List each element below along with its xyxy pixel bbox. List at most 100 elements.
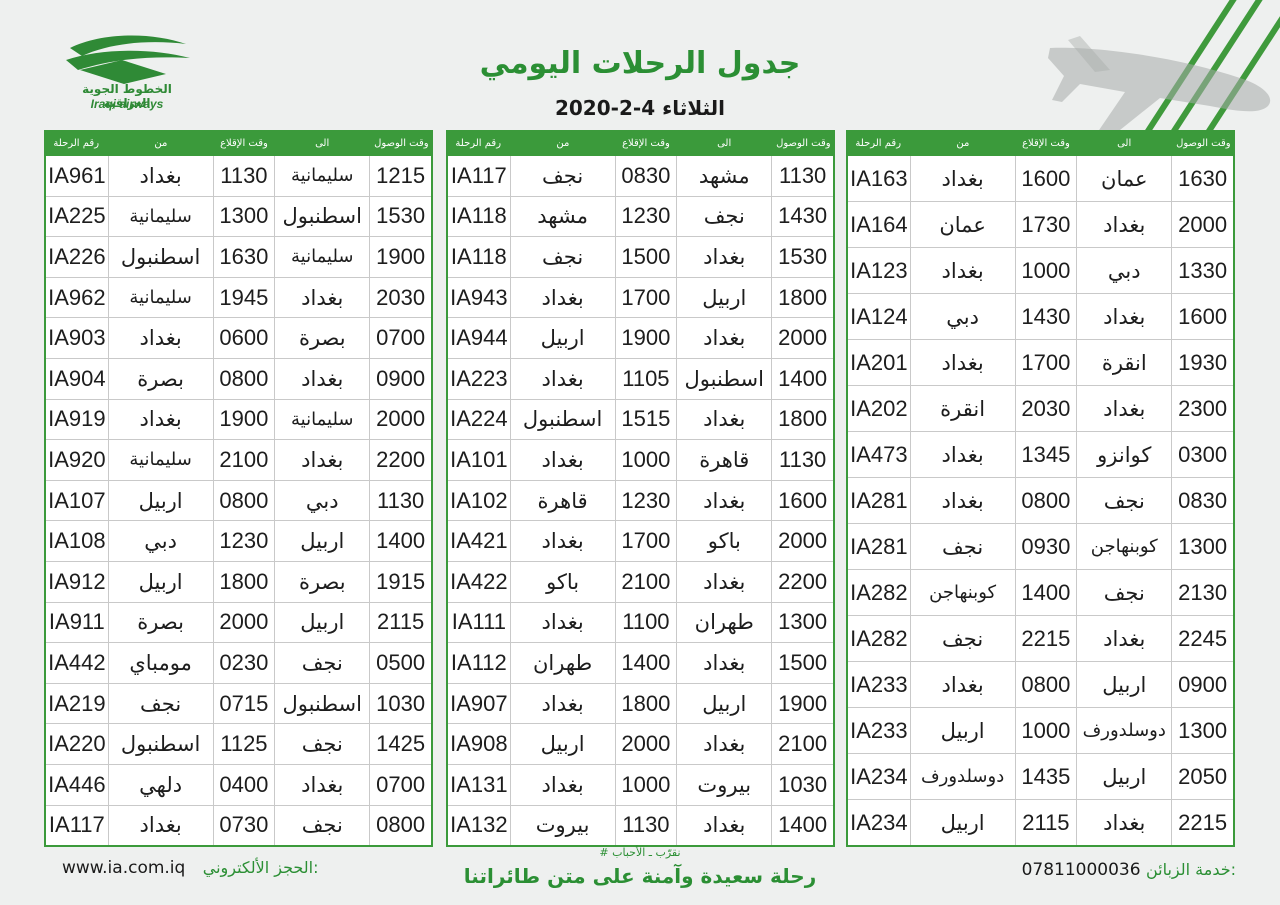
departure-time-cell: 1100 [614,602,677,643]
origin-cell: اسطنبول [509,399,615,440]
departure-time-cell: 0800 [1014,478,1077,523]
origin-cell: دوسلدورف [909,754,1015,799]
column-header-destination: الى [717,137,732,149]
service-phone[interactable]: 07811000036 [1021,860,1141,880]
arrival-time-cell: 2200 [771,561,833,602]
origin-cell: بغداد [909,432,1015,477]
departure-time-cell: 1900 [212,399,275,440]
table-row: 2300 بغداد 2030 انقرة IA202 [848,385,1233,431]
origin-cell: بغداد [107,805,213,846]
table-row: 1300 كوبنهاجن 0930 نجف IA281 [848,523,1233,569]
arrival-time-cell: 1630 [1171,156,1233,201]
flight-number-cell: IA132 [450,812,508,838]
destination-cell: بغداد [1076,616,1171,661]
origin-cell: سليمانية [107,277,213,318]
table-body: 1630 عمان 1600 بغداد IA163 2000 بغداد 1730 عمان I… [846,156,1235,847]
destination-cell: اربيل [676,683,771,724]
destination-cell: دوسلدورف [1076,708,1171,753]
table-header: وقت الوصول الى وقت الإقلاع من رقم الرحلة [846,130,1235,156]
table-row: 1215 سليمانية 1130 بغداد IA961 [46,156,431,196]
flight-number-cell: IA907 [450,690,508,716]
departure-time-cell: 1230 [212,521,275,561]
destination-cell: اربيل [1076,754,1171,799]
destination-cell: اربيل [1076,662,1171,707]
iraqi-airways-logo [66,35,190,84]
destination-cell: باكو [676,521,771,561]
destination-cell: سليمانية [274,237,369,277]
destination-cell: اسطنبول [676,358,771,399]
destination-cell: دبي [274,480,369,521]
origin-cell: بغداد [509,358,615,399]
origin-cell: اربيل [909,800,1015,845]
arrival-time-cell: 2200 [369,440,431,480]
destination-cell: بغداد [676,561,771,602]
arrival-time-cell: 1425 [369,724,431,764]
arrival-time-cell: 0900 [369,358,431,399]
table-row: 1800 اربيل 1700 بغداد IA943 [448,276,833,318]
column-header-arrival-time: وقت الوصول [776,137,831,149]
origin-cell: كوبنهاجن [909,570,1015,615]
destination-cell: نجف [676,196,771,237]
destination-cell: بغداد [676,480,771,521]
arrival-time-cell: 1130 [771,440,833,480]
slogan-hashtag: # نقرّب ـ الأحباب [599,846,681,859]
departure-time-cell: 1105 [614,358,677,399]
departure-time-cell: 1345 [1014,432,1077,477]
table-row: 0700 بصرة 0600 بغداد IA903 [46,317,431,358]
table-row: 1500 بغداد 1400 طهران IA112 [448,642,833,683]
origin-cell: بغداد [509,440,615,480]
flight-number-cell: IA944 [450,325,508,351]
table-body: 1130 مشهد 0830 نجف IA117 1430 نجف 1230 مشهد IA118… [446,156,835,848]
origin-cell: نجف [509,237,615,277]
origin-cell: اربيل [107,480,213,521]
table-row: 1600 بغداد 1230 قاهرة IA102 [448,479,833,521]
origin-cell: بغداد [107,318,213,358]
table-row: 2000 بغداد 1900 اربيل IA944 [448,317,833,358]
table-row: 1900 اربيل 1800 بغداد IA907 [448,682,833,724]
website-link[interactable]: www.ia.com.iq [62,858,186,878]
flight-number-cell: IA201 [850,349,908,375]
destination-cell: عمان [1076,156,1171,201]
origin-cell: بغداد [509,764,615,805]
destination-cell: بغداد [676,805,771,846]
flight-number-cell: IA943 [450,284,508,310]
origin-cell: بغداد [509,521,615,561]
destination-cell: بغداد [1076,202,1171,247]
flight-number-cell: IA911 [48,609,105,635]
flight-number-cell: IA904 [48,365,106,391]
destination-cell: اربيل [676,277,771,318]
flight-number-cell: IA233 [850,717,908,743]
destination-cell: بصرة [274,561,369,602]
arrival-time-cell: 1530 [369,196,431,237]
arrival-time-cell: 0900 [1171,662,1233,707]
destination-cell: بصرة [274,318,369,358]
table-row: 2245 بغداد 2215 نجف IA282 [848,615,1233,661]
departure-time-cell: 1730 [1014,202,1077,247]
departure-time-cell: 0715 [212,683,275,724]
arrival-time-cell: 2050 [1171,754,1233,799]
arrival-time-cell: 1130 [771,156,833,196]
destination-cell: بغداد [676,318,771,358]
departure-time-cell: 1400 [614,643,677,683]
arrival-time-cell: 2000 [1171,202,1233,247]
table-row: 1800 بغداد 1515 اسطنبول IA224 [448,398,833,440]
table-row: 1300 طهران 1100 بغداد IA111 [448,601,833,643]
table-row: 1030 بيروت 1000 بغداد IA131 [448,763,833,805]
flight-number-cell: IA234 [850,809,908,835]
online-booking: www.ia.com.iq الحجز الألكتروني: [62,858,318,878]
origin-cell: اربيل [509,318,615,358]
flight-number-cell: IA421 [450,528,508,554]
departure-time-cell: 1130 [212,156,275,196]
flight-number-cell: IA281 [850,487,908,513]
destination-cell: مشهد [676,156,771,196]
arrival-time-cell: 1130 [369,480,431,521]
table-row: 0700 بغداد 0400 دلهي IA446 [46,763,431,805]
arrival-time-cell: 1430 [771,196,833,237]
table-row: 1130 دبي 0800 اربيل IA107 [46,479,431,521]
column-header-departure-time: وقت الإقلاع [1022,137,1070,149]
column-header-arrival-time: وقت الوصول [374,137,429,149]
departure-time-cell: 1500 [614,237,677,277]
destination-cell: نجف [274,724,369,764]
departure-time-cell: 1000 [614,440,677,480]
destination-cell: بغداد [676,237,771,277]
